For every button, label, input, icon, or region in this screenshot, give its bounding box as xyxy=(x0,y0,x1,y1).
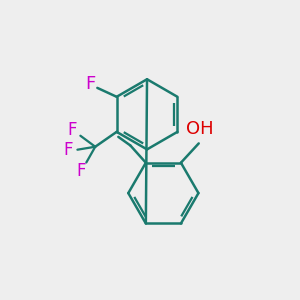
Text: F: F xyxy=(86,75,96,93)
Text: F: F xyxy=(64,141,73,159)
Text: F: F xyxy=(68,122,77,140)
Text: F: F xyxy=(77,161,86,179)
Text: OH: OH xyxy=(186,120,214,138)
